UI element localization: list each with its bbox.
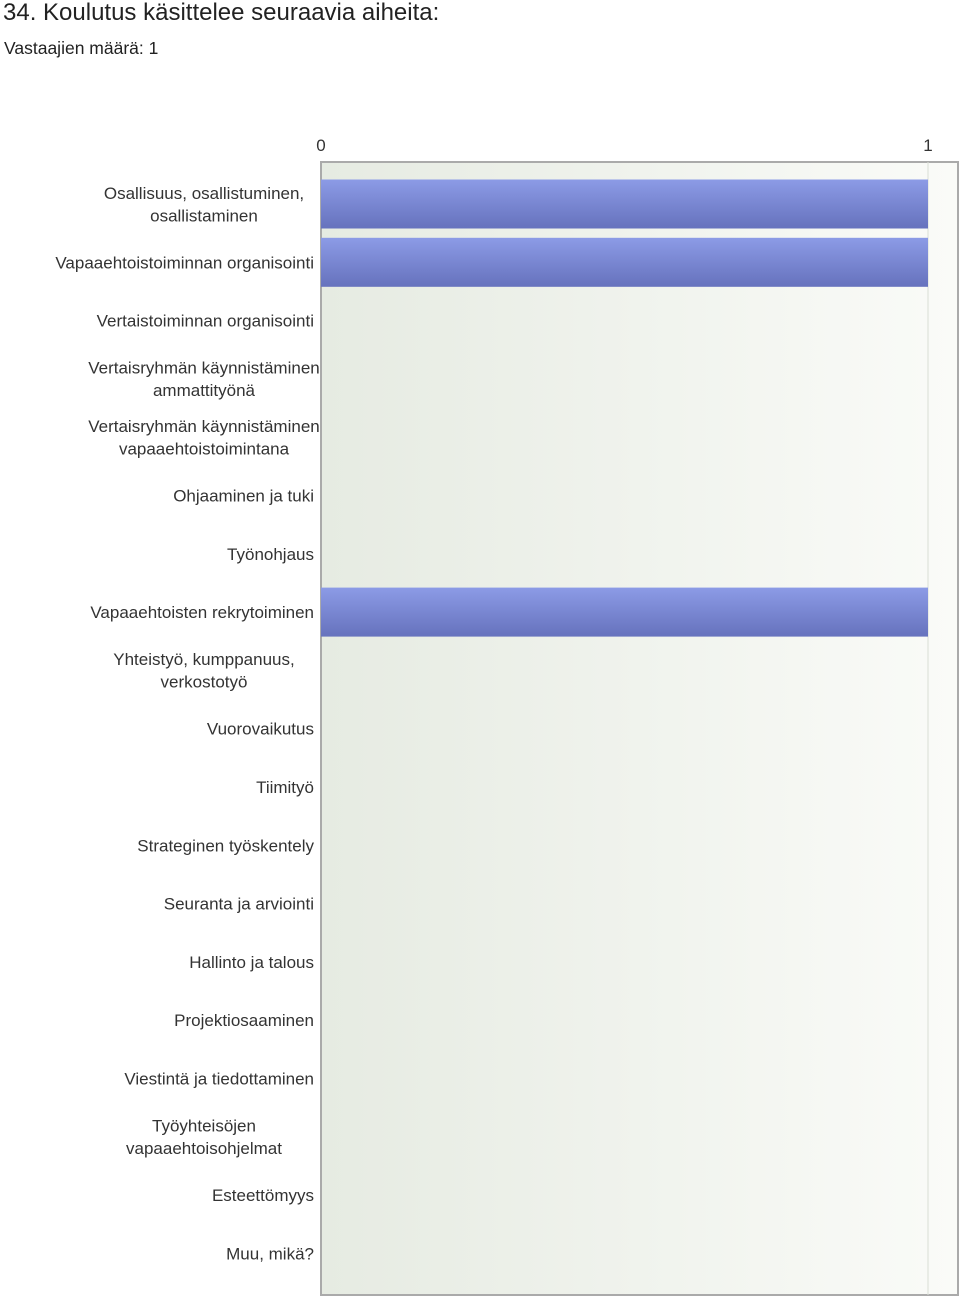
category-label: Vapaaehtoisten rekrytoiminen	[90, 603, 314, 622]
category-label: vapaaehtoisohjelmat	[126, 1139, 282, 1158]
category-label: Vapaaehtoistoiminnan organisointi	[55, 253, 314, 272]
category-label: Yhteistyö, kumppanuus,	[113, 650, 294, 669]
bar	[321, 179, 928, 229]
category-labels: Osallisuus, osallistuminen, osallistamine…	[55, 184, 319, 1264]
category-label: ammattityönä	[153, 381, 256, 400]
category-label: Muu, mikä?	[226, 1244, 314, 1263]
category-label: Työnohjaus	[227, 545, 314, 564]
category-label: Strateginen työskentely	[137, 836, 314, 855]
plot-area	[320, 161, 959, 1296]
category-label: Työyhteisöjen	[152, 1117, 256, 1136]
category-label: Osallisuus, osallistuminen,	[104, 184, 304, 203]
category-label: Vertaisryhmän käynnistäminen	[88, 359, 320, 378]
chart-title: 34. Koulutus käsittelee seuraavia aiheit…	[3, 0, 440, 26]
respondent-count: Vastaajien määrä: 1	[4, 38, 159, 58]
category-label: Vertaisryhmän käynnistäminen	[88, 417, 320, 436]
category-label: Seuranta ja arviointi	[164, 895, 314, 914]
x-tick-label: 1	[923, 136, 932, 155]
category-label: Hallinto ja talous	[189, 953, 314, 972]
category-label: Vuorovaikutus	[207, 720, 314, 739]
category-label: Vertaistoiminnan organisointi	[97, 312, 314, 331]
category-label: vapaaehtoistoimintana	[119, 439, 290, 458]
bar	[321, 587, 928, 637]
category-label: Tiimityö	[256, 778, 314, 797]
category-label: verkostotyö	[161, 673, 248, 692]
category-label: osallistaminen	[150, 206, 258, 225]
category-label: Ohjaaminen ja tuki	[173, 487, 314, 506]
category-label: Projektiosaaminen	[174, 1011, 314, 1030]
category-label: Viestintä ja tiedottaminen	[124, 1070, 314, 1089]
x-tick-label: 0	[316, 136, 325, 155]
category-label: Esteettömyys	[212, 1186, 314, 1205]
bar	[321, 237, 928, 287]
bars	[321, 179, 928, 637]
